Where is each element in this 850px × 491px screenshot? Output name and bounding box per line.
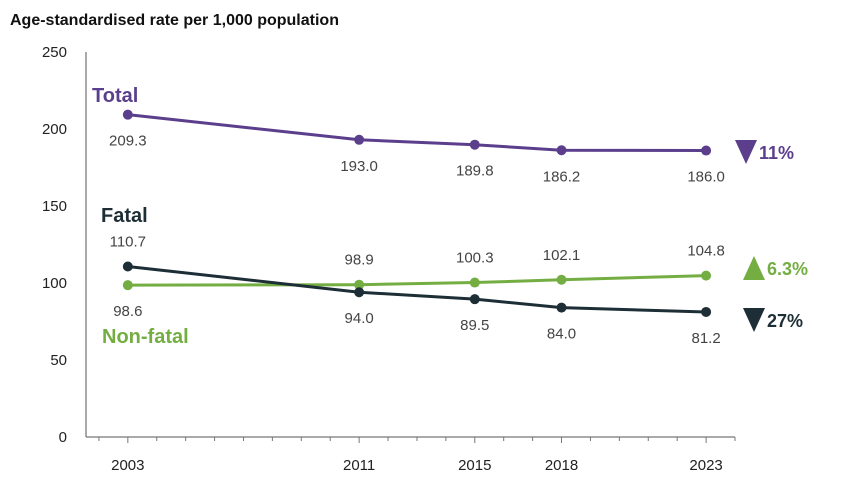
data-point-nonfatal (556, 274, 567, 285)
data-point-nonfatal (701, 270, 712, 281)
data-label-total: 209.3 (109, 133, 147, 150)
series-layer (122, 109, 712, 317)
data-point-total (469, 139, 480, 150)
change-down-triangle-icon (735, 140, 757, 164)
data-label-nonfatal: 100.3 (456, 250, 494, 267)
series-line-fatal (127, 265, 707, 314)
x-tick-label: 2003 (111, 457, 144, 474)
x-tick-label: 2011 (343, 457, 375, 474)
data-label-total: 189.8 (456, 163, 494, 180)
change-label-total: 11% (759, 143, 794, 163)
y-tick-label: 50 (50, 352, 67, 369)
data-label-fatal: 110.7 (110, 234, 146, 251)
data-label-total: 193.0 (340, 158, 378, 175)
data-point-fatal (701, 306, 712, 317)
change-down-triangle-icon (743, 308, 765, 332)
change-up-triangle-icon (743, 256, 765, 280)
data-point-total (701, 145, 712, 156)
data-label-fatal: 81.2 (691, 330, 720, 347)
data-label-total: 186.0 (687, 169, 725, 186)
data-point-fatal (354, 287, 365, 298)
data-label-total: 186.2 (543, 168, 581, 185)
series-name-nonfatal: Non-fatal (102, 326, 189, 348)
x-tick-label: 2023 (689, 457, 722, 474)
data-label-nonfatal: 102.1 (543, 247, 581, 264)
data-point-total (122, 109, 133, 120)
y-tick-label: 0 (59, 429, 67, 446)
data-label-nonfatal: 98.6 (113, 303, 142, 320)
x-tick-label: 2018 (545, 457, 578, 474)
y-tick-label: 150 (42, 198, 67, 215)
data-label-fatal: 94.0 (345, 310, 374, 327)
y-tick-label: 200 (42, 121, 67, 138)
data-point-nonfatal (469, 277, 480, 288)
data-point-fatal (556, 302, 567, 313)
y-tick-label: 250 (42, 44, 67, 61)
data-label-nonfatal: 98.9 (345, 252, 374, 269)
axes: 0 50 100 150 200 250 2003 2011 2015 2018 2023 (42, 44, 736, 474)
data-point-total (354, 134, 365, 145)
data-point-nonfatal (122, 280, 133, 291)
data-label-fatal: 84.0 (547, 326, 576, 343)
series-name-total: Total (92, 85, 138, 107)
series-name-fatal: Fatal (101, 205, 148, 227)
data-label-nonfatal: 104.8 (687, 243, 725, 260)
data-label-fatal: 89.5 (460, 317, 489, 334)
labels-layer: 209.3 193.0 189.8 186.2 186.0 Total 11% 110.7 94… (92, 85, 808, 348)
x-tick-label: 2015 (458, 457, 491, 474)
change-label-fatal: 27% (767, 311, 803, 331)
data-point-total (556, 145, 567, 156)
change-label-nonfatal: 6.3% (767, 259, 808, 279)
data-point-nonfatal (354, 279, 365, 290)
data-point-fatal (469, 294, 480, 305)
data-point-fatal (122, 261, 133, 272)
chart-title: Age-standardised rate per 1,000 populati… (10, 12, 339, 29)
series-line-total (127, 113, 707, 153)
y-tick-label: 100 (42, 275, 67, 292)
